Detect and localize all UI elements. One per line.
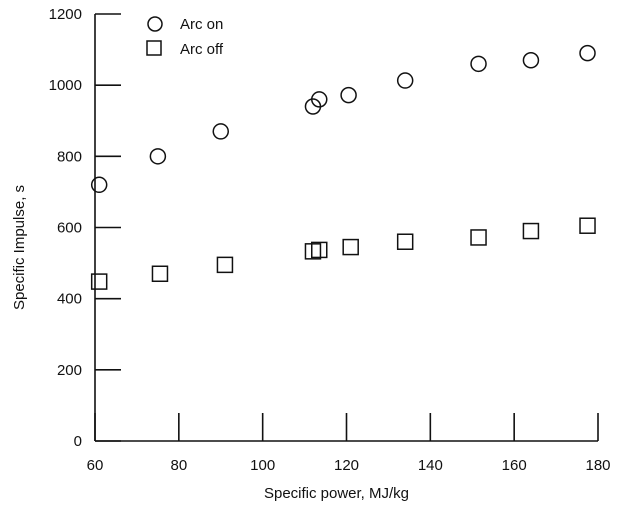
arc-off-point xyxy=(579,217,596,234)
data-points xyxy=(90,44,596,290)
legend-circle-marker xyxy=(147,16,163,32)
arc-off-point xyxy=(522,222,540,240)
arc-on-point xyxy=(470,55,487,73)
arc-off-point xyxy=(342,238,359,256)
legend-square-marker xyxy=(146,40,162,56)
arc-on-point xyxy=(396,72,414,89)
arc-off-point xyxy=(151,265,169,283)
arc-on-point xyxy=(522,52,540,69)
y-tick-label: 1200 xyxy=(49,6,82,23)
x-tick-label: 180 xyxy=(585,457,610,474)
legend: Arc on Arc off xyxy=(146,16,224,58)
x-tick-label: 100 xyxy=(250,457,275,474)
arc-on-point xyxy=(340,86,357,104)
x-tick-label: 160 xyxy=(502,457,527,474)
legend-item-arc-off: Arc off xyxy=(146,40,224,58)
y-tick-label: 1000 xyxy=(49,77,82,94)
y-axis-label: Specific Impulse, s xyxy=(11,185,28,310)
legend-item-arc-on: Arc on xyxy=(147,16,223,33)
arc-on-point xyxy=(311,91,328,108)
y-tick-label: 200 xyxy=(57,362,82,379)
x-tick-label: 140 xyxy=(418,457,443,474)
arc-off-point xyxy=(470,229,487,246)
arc-on-point xyxy=(212,123,229,140)
arc-off-point xyxy=(216,256,234,274)
y-tick-label: 0 xyxy=(74,433,82,450)
y-tick-label: 400 xyxy=(57,291,82,308)
x-ticks: 60 80 100 120 140 160 180 xyxy=(87,413,611,474)
y-tick-label: 600 xyxy=(57,220,82,237)
legend-label-arc-off: Arc off xyxy=(180,41,224,58)
arc-off-point xyxy=(90,273,108,290)
x-tick-label: 60 xyxy=(87,457,104,474)
arc-on-point xyxy=(149,148,167,165)
arc-off-point xyxy=(304,243,322,260)
axes xyxy=(94,14,598,442)
x-tick-label: 80 xyxy=(170,457,187,474)
y-ticks: 0 200 400 600 800 1000 1200 xyxy=(49,6,121,450)
arc-on-point xyxy=(579,44,596,62)
legend-label-arc-on: Arc on xyxy=(180,16,223,33)
x-axis-label: Specific power, MJ/kg xyxy=(264,485,409,502)
x-tick-label: 120 xyxy=(334,457,359,474)
y-tick-label: 800 xyxy=(57,148,82,165)
arc-off-point xyxy=(396,233,414,250)
arc-on-point xyxy=(90,176,108,194)
arc-off-point xyxy=(311,241,328,259)
